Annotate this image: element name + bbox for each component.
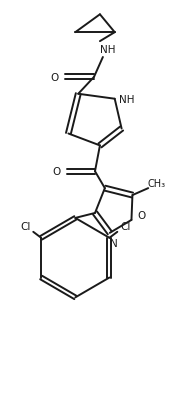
- Text: Cl: Cl: [120, 221, 130, 231]
- Text: Cl: Cl: [20, 221, 31, 231]
- Text: NH: NH: [119, 95, 134, 104]
- Text: O: O: [52, 167, 61, 177]
- Text: CH₃: CH₃: [147, 179, 165, 189]
- Text: N: N: [110, 238, 118, 248]
- Text: O: O: [137, 211, 145, 221]
- Text: NH: NH: [100, 45, 116, 55]
- Text: O: O: [51, 73, 59, 83]
